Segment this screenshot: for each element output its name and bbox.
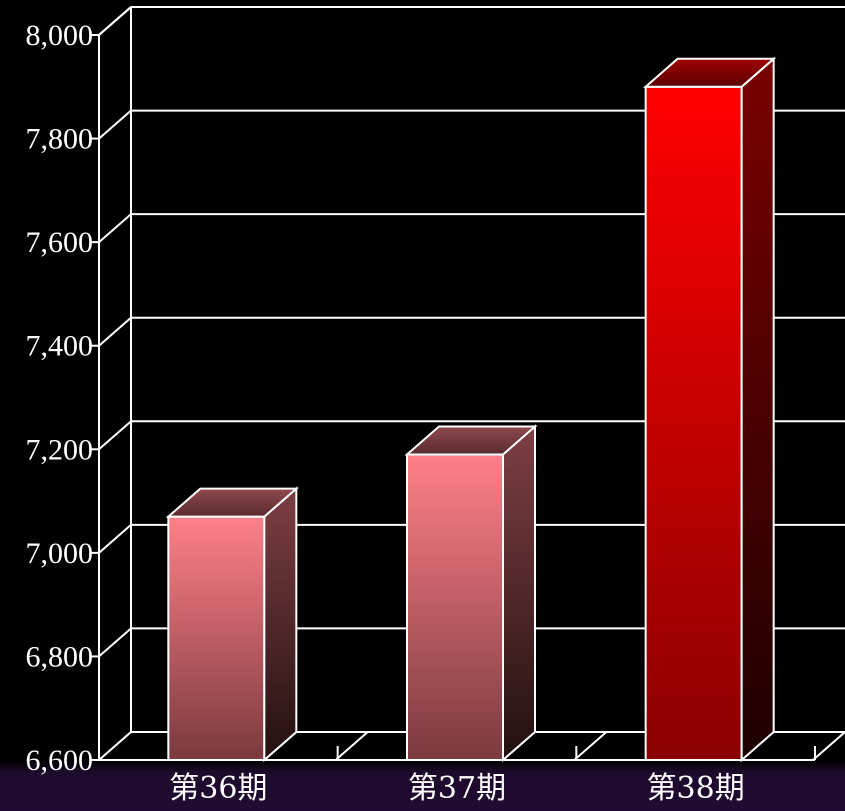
bar-front-face (644, 85, 743, 762)
bar-top-face (404, 425, 538, 456)
y-tick-label: 7,400 (26, 330, 94, 363)
y-tick-label: 6,800 (26, 640, 94, 673)
floor-depth-line (573, 731, 607, 761)
bar (165, 486, 299, 763)
labels-layer: 6,600 6,800 7,000 7,200 7,400 7,600 7,800 8,000… (26, 19, 745, 806)
axis-corner-line (98, 6, 132, 36)
y-tick-label: 7,000 (26, 537, 94, 570)
bar-top-face (643, 57, 777, 88)
y-tick-label: 7,800 (26, 123, 94, 156)
gridline-depth (98, 524, 132, 554)
x-category-label: 第38期 (647, 771, 745, 806)
gridline-depth (98, 731, 132, 761)
bar-top-face (165, 487, 299, 518)
y-tick-label: 7,600 (26, 226, 94, 259)
floor-depth-line (812, 731, 845, 761)
y-tick-label: 6,600 (26, 744, 94, 777)
bar-front-face (406, 453, 504, 761)
bar (643, 56, 777, 763)
y-tick-label: 8,000 (26, 19, 94, 52)
bars-layer (165, 56, 777, 763)
bar-front-face (167, 515, 266, 761)
bar-side-face (263, 486, 298, 763)
gridline-depth (98, 316, 132, 347)
bar-side-face (740, 56, 775, 763)
gridline-depth (98, 213, 132, 243)
gridline-depth (98, 420, 132, 451)
floor-depth-line (335, 731, 369, 761)
x-category-label: 第36期 (169, 771, 267, 806)
x-category-label: 第37期 (408, 771, 506, 806)
y-tick-label: 7,200 (26, 433, 94, 466)
gridline-depth (98, 627, 132, 658)
bar-side-face (502, 424, 536, 763)
bar (404, 424, 538, 763)
gridline-depth (98, 109, 132, 140)
